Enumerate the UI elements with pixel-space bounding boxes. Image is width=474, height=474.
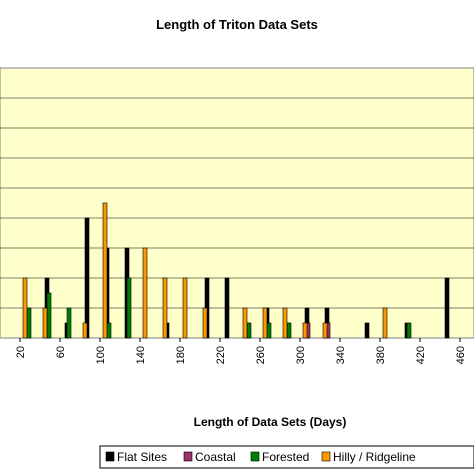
plot-area [0, 67, 474, 339]
bar-hilly-ridgeline [22, 277, 28, 339]
x-tick-label: 420 [415, 346, 427, 364]
legend-swatch [183, 451, 193, 462]
bar-forested [246, 322, 252, 339]
bar-hilly-ridgeline [262, 307, 268, 339]
bar-hilly-ridgeline [322, 322, 328, 339]
bar-hilly-ridgeline [242, 307, 248, 339]
bar-hilly-ridgeline [142, 247, 148, 339]
bar-forested [106, 322, 112, 339]
bar-hilly-ridgeline [282, 307, 288, 339]
legend-swatch [250, 451, 260, 462]
x-tick-label: 260 [255, 346, 267, 364]
legend-swatch [321, 451, 331, 462]
bar-hilly-ridgeline [202, 307, 208, 339]
legend: Flat Sites Coastal Forested Hilly / Ridgeli… [99, 445, 474, 469]
bar-forested [26, 307, 32, 339]
bar-forested [126, 277, 132, 339]
legend-label: Hilly / Ridgeline [333, 450, 416, 464]
x-tick-label: 180 [175, 346, 187, 364]
bar-hilly-ridgeline [102, 202, 108, 339]
x-tick-label: 300 [295, 346, 307, 364]
bar-hilly-ridgeline [302, 322, 308, 339]
x-tick-label: 60 [55, 346, 67, 358]
legend-label: Forested [262, 450, 309, 464]
x-axis-ticks: 20 60 100 140 180 220 260 300 340 380 420 460 [15, 338, 467, 364]
legend-label: Coastal [195, 450, 236, 464]
bar-hilly-ridgeline [42, 307, 48, 339]
x-tick-label: 220 [215, 346, 227, 364]
bars [22, 202, 450, 339]
x-tick-label: 100 [95, 346, 107, 364]
bar-flat-sites [364, 322, 370, 339]
bar-forested [406, 322, 412, 339]
bar-flat-sites [444, 277, 450, 339]
bar-hilly-ridgeline [182, 277, 188, 339]
legend-swatch [105, 451, 115, 462]
bar-hilly-ridgeline [382, 307, 388, 339]
x-tick-label: 380 [375, 346, 387, 364]
x-tick-label: 460 [455, 346, 467, 364]
bar-forested [286, 322, 292, 339]
legend-box [99, 445, 474, 469]
x-tick-label: 20 [15, 346, 27, 358]
bar-forested [46, 292, 52, 339]
bar-flat-sites [84, 217, 90, 339]
chart-title: Length of Triton Data Sets [156, 17, 318, 32]
bar-forested [266, 322, 272, 339]
x-tick-label: 140 [135, 346, 147, 364]
bar-hilly-ridgeline [82, 322, 88, 339]
x-tick-label: 340 [335, 346, 347, 364]
bar-forested [66, 307, 72, 339]
legend-label: Flat Sites [117, 450, 167, 464]
bar-flat-sites [224, 277, 230, 339]
bar-hilly-ridgeline [162, 277, 168, 339]
x-axis-label: Length of Data Sets (Days) [194, 415, 347, 429]
grid-lines [0, 97, 474, 309]
